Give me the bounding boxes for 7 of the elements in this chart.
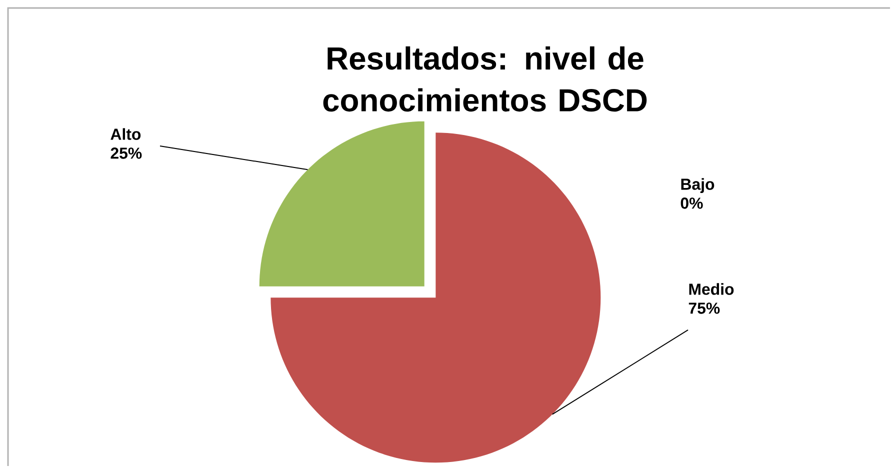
slice-label: Medio [689, 283, 734, 295]
category-label: Bajo [681, 178, 714, 194]
slice-label: Alto [110, 128, 141, 140]
data-label: 25% [110, 148, 142, 159]
text: 0% [680, 198, 703, 209]
data-label: 75% [688, 302, 720, 314]
chart-title: Resultados: nivel de conocimientos DSCD [323, 46, 647, 112]
